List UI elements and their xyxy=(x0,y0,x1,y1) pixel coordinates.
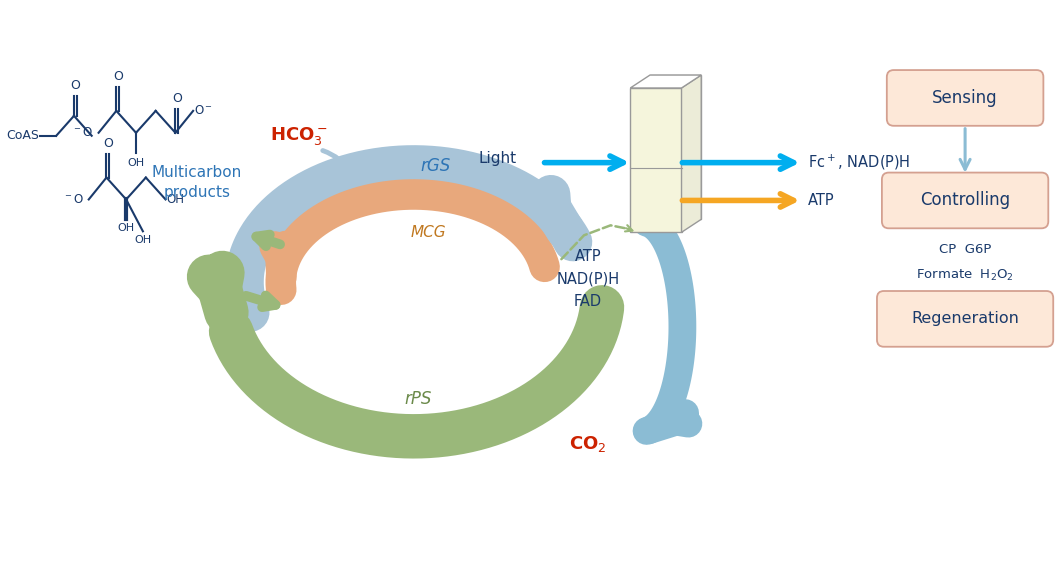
Text: CoAS: CoAS xyxy=(6,129,39,142)
Text: O: O xyxy=(113,70,123,83)
Text: OH: OH xyxy=(167,193,185,206)
Polygon shape xyxy=(631,88,682,232)
Text: O: O xyxy=(172,92,182,105)
Polygon shape xyxy=(682,75,701,232)
Text: Fc$^+$, NAD(P)H: Fc$^+$, NAD(P)H xyxy=(807,153,910,172)
Text: ATP
NAD(P)H
FAD: ATP NAD(P)H FAD xyxy=(556,249,619,309)
Text: MCG: MCG xyxy=(411,225,446,240)
Text: O: O xyxy=(103,137,113,150)
Text: rGS: rGS xyxy=(421,157,450,174)
Text: O: O xyxy=(70,79,81,92)
Text: rPS: rPS xyxy=(405,390,432,407)
Text: OH: OH xyxy=(134,235,152,245)
FancyBboxPatch shape xyxy=(887,70,1043,126)
Polygon shape xyxy=(650,75,701,220)
Text: O$^-$: O$^-$ xyxy=(194,104,213,117)
Polygon shape xyxy=(631,75,701,88)
Text: Light: Light xyxy=(479,151,517,166)
Text: OH: OH xyxy=(118,223,135,234)
Text: HCO$_3^-$: HCO$_3^-$ xyxy=(270,125,327,147)
Text: Formate  H$_2$O$_2$: Formate H$_2$O$_2$ xyxy=(917,268,1014,282)
Text: CP  G6P: CP G6P xyxy=(939,242,991,256)
Text: OH: OH xyxy=(127,158,144,168)
Text: Multicarbon
products: Multicarbon products xyxy=(152,165,242,200)
Text: $^-$O: $^-$O xyxy=(72,126,93,139)
FancyBboxPatch shape xyxy=(877,291,1054,347)
FancyBboxPatch shape xyxy=(881,173,1048,228)
Text: ATP: ATP xyxy=(807,193,834,208)
Text: Sensing: Sensing xyxy=(932,89,998,107)
Text: $^-$O: $^-$O xyxy=(63,193,84,206)
Text: Controlling: Controlling xyxy=(920,191,1010,210)
Text: Regeneration: Regeneration xyxy=(911,311,1020,326)
Text: CO$_2$: CO$_2$ xyxy=(569,434,606,454)
